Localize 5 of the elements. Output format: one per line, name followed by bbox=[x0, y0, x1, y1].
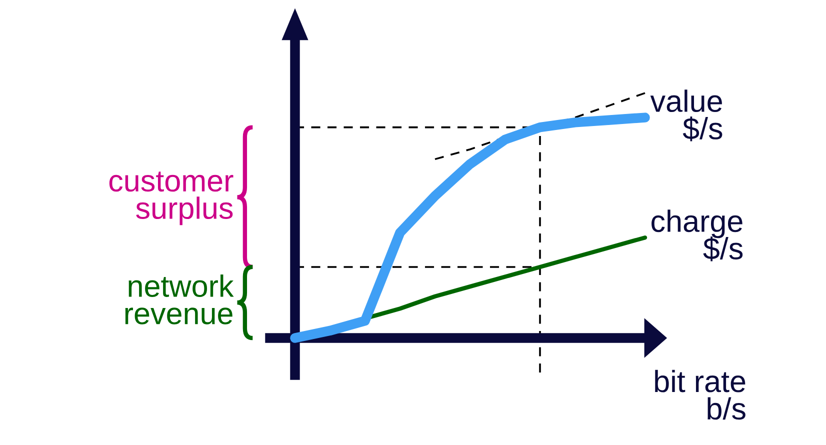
x-axis-title: bit rate b/s bbox=[655, 370, 746, 420]
series-label: charge $/s bbox=[652, 210, 743, 262]
series-label: value $/s bbox=[650, 90, 722, 142]
text: network revenue bbox=[125, 274, 234, 324]
text: customer surplus bbox=[109, 172, 234, 226]
